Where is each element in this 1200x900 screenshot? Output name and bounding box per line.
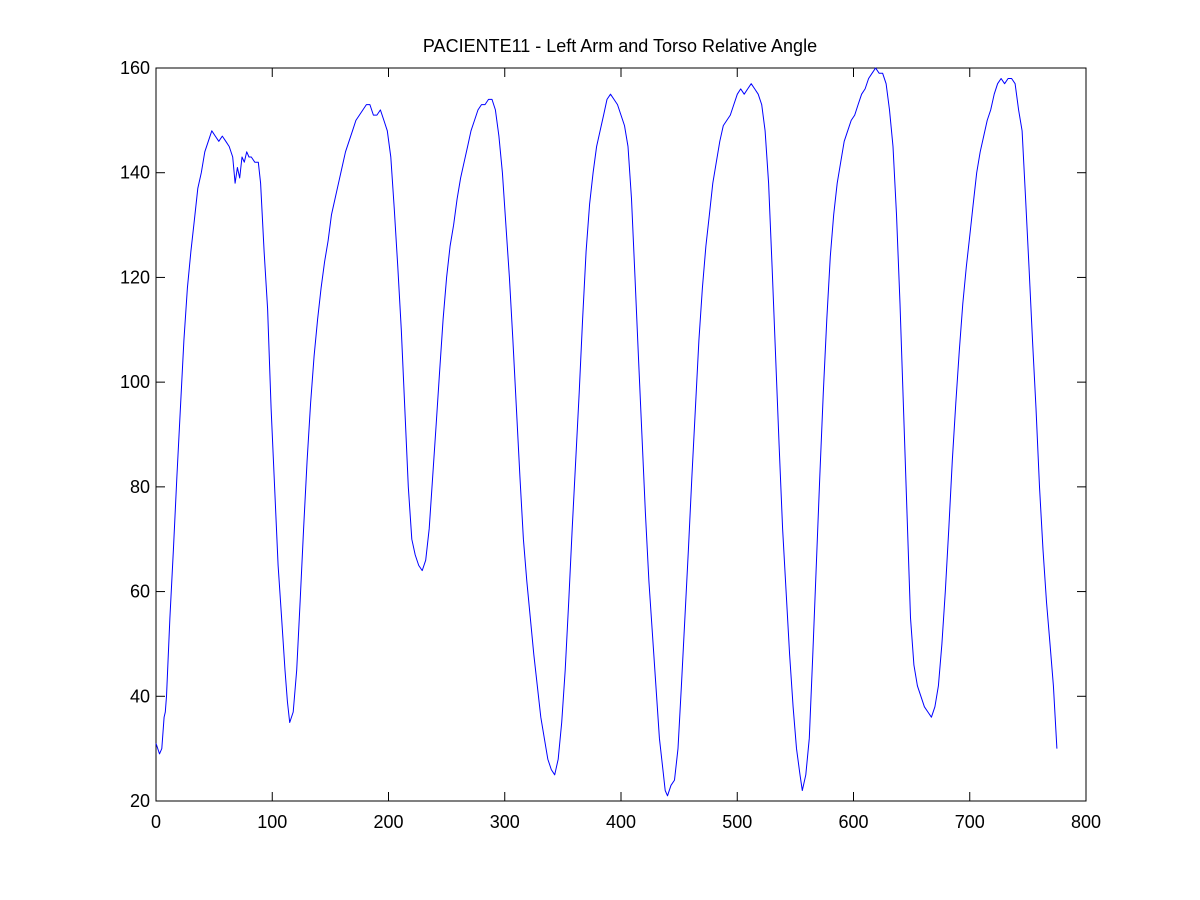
y-tick-label: 40 [130,686,150,706]
y-axis-ticks: 20 40 60 80 100 120 140 160 [120,58,1086,811]
y-tick-label: 160 [120,58,150,78]
x-tick-label: 200 [373,812,403,832]
y-tick-label: 120 [120,267,150,287]
x-axis-ticks: 0 100 200 300 400 500 600 700 800 [151,68,1101,832]
y-tick-label: 140 [120,163,150,183]
x-tick-label: 500 [722,812,752,832]
x-tick-label: 0 [151,812,161,832]
x-tick-label: 700 [955,812,985,832]
y-tick-label: 60 [130,582,150,602]
axes-frame [155,67,1087,802]
y-tick-label: 100 [120,372,150,392]
x-tick-label: 600 [838,812,868,832]
x-tick-label: 400 [606,812,636,832]
chart-title: PACIENTE11 - Left Arm and Torso Relative… [423,36,817,56]
series-layer [155,67,1058,797]
x-tick-label: 300 [490,812,520,832]
y-tick-label: 80 [130,477,150,497]
x-tick-label: 800 [1071,812,1101,832]
y-tick-label: 20 [130,791,150,811]
series-line [155,67,1058,797]
x-tick-label: 100 [257,812,287,832]
